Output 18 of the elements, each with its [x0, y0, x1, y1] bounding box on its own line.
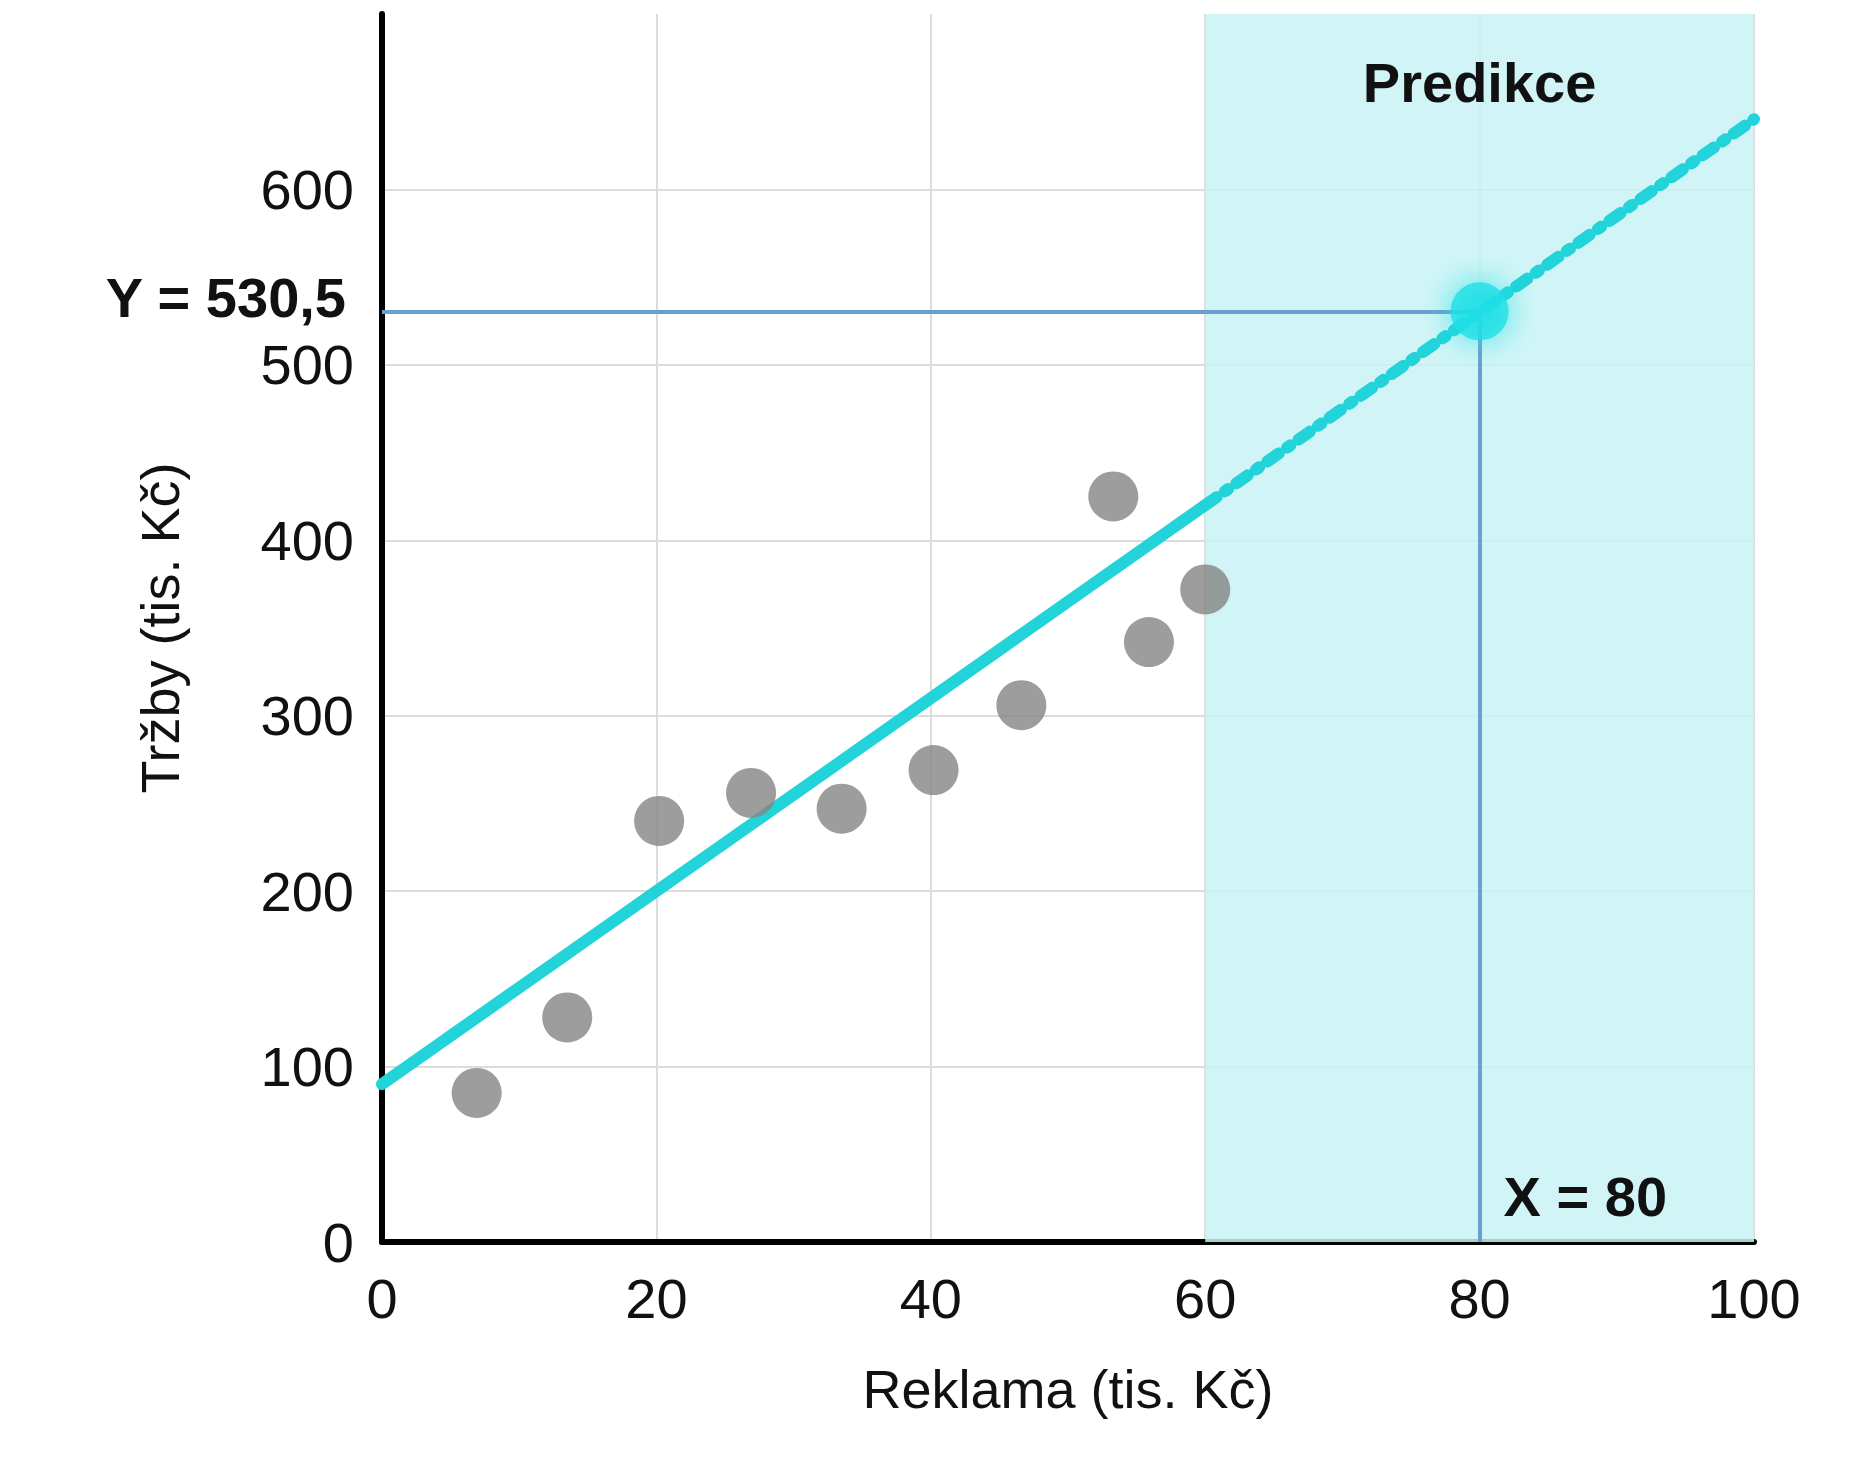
x-tick-label: 60: [1174, 1266, 1237, 1330]
x-tick-label: 0: [366, 1266, 398, 1330]
y-axis-title: Tržby (tis. Kč): [130, 462, 190, 794]
y-tick-label: 100: [260, 1035, 354, 1099]
x-tick-label: 40: [899, 1266, 962, 1330]
y-tick-label: 200: [260, 859, 354, 923]
x-tick-label: 100: [1707, 1266, 1801, 1330]
x-tick-label: 80: [1448, 1266, 1511, 1330]
y-tick-label: 400: [260, 508, 354, 572]
x-axis-title: Reklama (tis. Kč): [862, 1359, 1274, 1419]
x-tick-label: 20: [625, 1266, 688, 1330]
y-tick-label: 300: [260, 684, 354, 748]
ref-line-label: Y = 530,5: [105, 265, 346, 329]
y-tick-label: 0: [322, 1210, 354, 1274]
band-label: Predikce: [1362, 50, 1597, 114]
y-tick-label: 500: [260, 333, 354, 397]
y-tick-label: 600: [260, 157, 354, 221]
ref-line-label: X = 80: [1503, 1164, 1668, 1228]
